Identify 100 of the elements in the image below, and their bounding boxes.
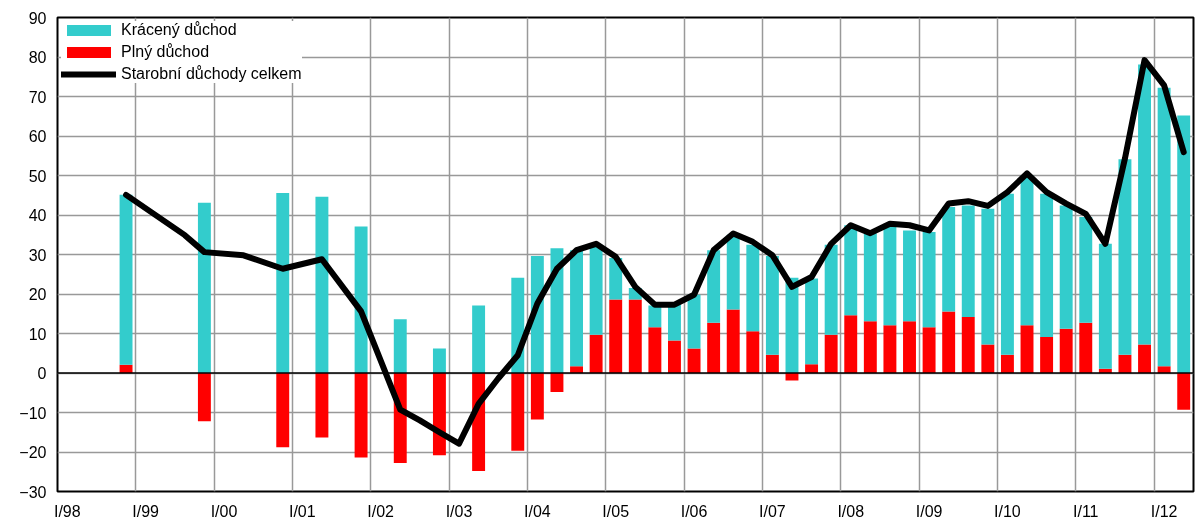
bar <box>354 226 368 373</box>
bar <box>1177 115 1191 373</box>
bar <box>981 344 995 373</box>
bar <box>922 327 936 373</box>
bar <box>570 366 583 373</box>
y-tick-label: 30 <box>28 246 47 264</box>
bar <box>550 373 564 392</box>
x-tick-label: I/04 <box>524 502 551 520</box>
bar <box>315 196 329 373</box>
bar <box>883 226 897 326</box>
bar <box>197 202 211 373</box>
y-tick-label: 60 <box>28 128 47 145</box>
bar <box>276 192 290 373</box>
legend-label: Krácený důchod <box>121 21 237 39</box>
bar <box>844 225 858 316</box>
x-tick-label: I/03 <box>445 502 473 520</box>
bar <box>942 311 956 373</box>
bar <box>805 364 819 373</box>
x-tick-label: I/08 <box>837 502 865 520</box>
bar <box>1040 193 1054 338</box>
bar <box>1020 175 1034 326</box>
bar <box>922 231 936 328</box>
legend-label: Starobní důchody celkem <box>121 65 302 83</box>
bar <box>609 299 623 373</box>
bar <box>746 331 760 373</box>
bar <box>589 334 603 373</box>
y-tick-label: 50 <box>28 167 47 185</box>
bar <box>648 305 662 328</box>
bar <box>276 373 290 448</box>
bar <box>765 256 779 355</box>
bar <box>668 340 681 373</box>
bar <box>942 207 956 312</box>
bar <box>119 194 133 365</box>
x-tick-label: I/12 <box>1150 502 1178 520</box>
bar <box>746 244 760 332</box>
bar <box>1098 243 1112 369</box>
bar <box>765 354 779 373</box>
bar <box>315 373 329 438</box>
bar <box>1138 64 1151 345</box>
bar <box>1000 193 1014 355</box>
bar <box>197 373 211 422</box>
bar <box>472 305 486 373</box>
bar <box>824 244 838 335</box>
bar <box>648 327 662 373</box>
bar <box>1059 328 1073 373</box>
bar <box>726 309 740 373</box>
bar <box>1138 344 1151 373</box>
bar <box>903 230 916 322</box>
bar <box>1040 337 1054 373</box>
bar <box>961 316 975 373</box>
bar <box>570 250 583 367</box>
bar <box>1118 159 1132 355</box>
bar <box>961 205 975 317</box>
bar <box>1059 205 1073 329</box>
bar <box>863 233 877 322</box>
bar <box>393 319 407 373</box>
x-tick-label: I/09 <box>915 502 943 520</box>
y-tick-label: 20 <box>28 286 47 303</box>
y-tick-label: 40 <box>28 207 47 224</box>
bar <box>903 321 916 373</box>
y-tick-label: −30 <box>19 483 47 501</box>
bar <box>1157 87 1171 367</box>
bar <box>589 244 603 335</box>
bar <box>805 278 819 365</box>
y-tick-label: −20 <box>19 444 47 461</box>
bar <box>726 234 740 310</box>
bar <box>1118 354 1132 373</box>
x-tick-label: I/00 <box>210 502 238 520</box>
y-tick-label: 70 <box>28 88 47 106</box>
x-tick-label: I/99 <box>132 502 160 520</box>
x-tick-label: I/10 <box>994 502 1021 520</box>
bar <box>628 299 642 373</box>
y-tick-label: 0 <box>37 365 47 382</box>
bar <box>432 373 446 456</box>
y-tick-label: 10 <box>28 325 47 343</box>
bar <box>687 294 701 349</box>
x-tick-label: I/06 <box>680 502 708 520</box>
bar <box>354 373 368 458</box>
bar <box>550 248 564 373</box>
x-tick-label: I/07 <box>759 502 786 520</box>
bar <box>1157 366 1171 373</box>
x-tick-label: I/01 <box>288 502 316 520</box>
x-tick-label: I/02 <box>367 502 395 520</box>
bar <box>668 304 681 341</box>
bar <box>981 208 995 345</box>
y-tick-label: −10 <box>19 404 47 422</box>
bar <box>1020 325 1034 373</box>
legend-label: Plný důchod <box>121 43 210 61</box>
bar <box>1000 354 1014 373</box>
bar <box>1079 216 1093 323</box>
bar <box>1079 322 1093 373</box>
bar <box>883 325 897 373</box>
bar <box>707 322 721 373</box>
y-tick-label: 80 <box>28 49 47 66</box>
bar <box>432 348 446 373</box>
x-tick-label: I/11 <box>1073 502 1099 520</box>
bar <box>530 373 544 420</box>
bar <box>824 334 838 373</box>
y-tick-label: 90 <box>28 9 47 27</box>
x-tick-label: I/98 <box>53 502 81 520</box>
